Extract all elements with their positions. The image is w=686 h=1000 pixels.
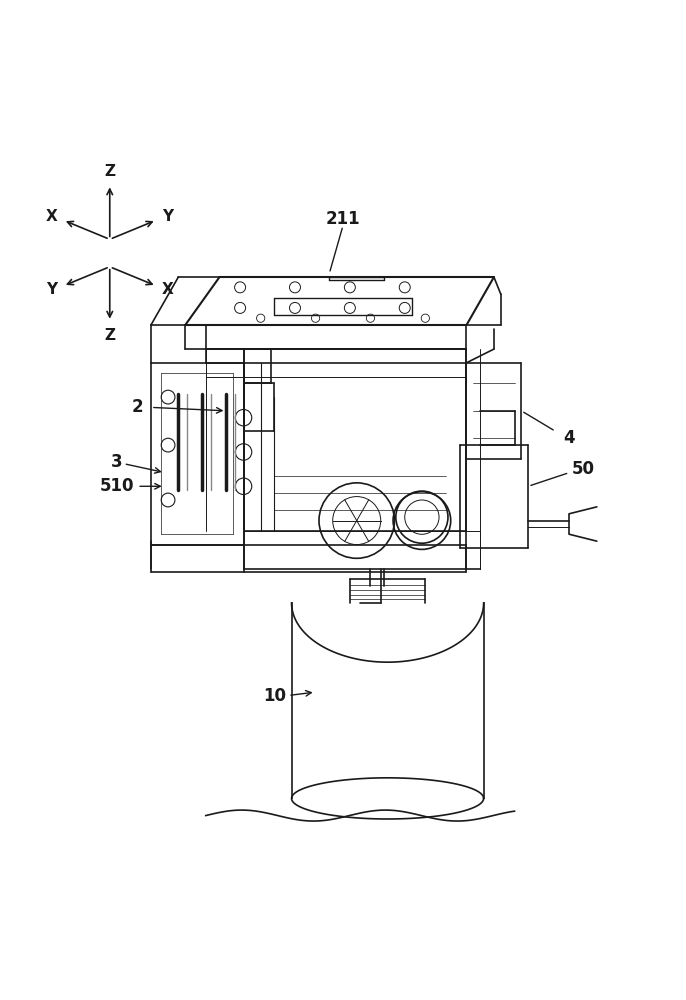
Text: 211: 211 bbox=[326, 210, 360, 228]
Text: 10: 10 bbox=[263, 687, 286, 705]
Text: 2: 2 bbox=[132, 398, 143, 416]
Text: Y: Y bbox=[162, 209, 173, 224]
Text: Z: Z bbox=[104, 328, 115, 343]
Text: 3: 3 bbox=[111, 453, 122, 471]
Text: X: X bbox=[162, 282, 174, 297]
Text: 50: 50 bbox=[571, 460, 595, 478]
Text: X: X bbox=[46, 209, 58, 224]
Text: Y: Y bbox=[47, 282, 58, 297]
Text: 510: 510 bbox=[99, 477, 134, 495]
Text: Z: Z bbox=[104, 164, 115, 179]
Text: 4: 4 bbox=[564, 429, 575, 447]
